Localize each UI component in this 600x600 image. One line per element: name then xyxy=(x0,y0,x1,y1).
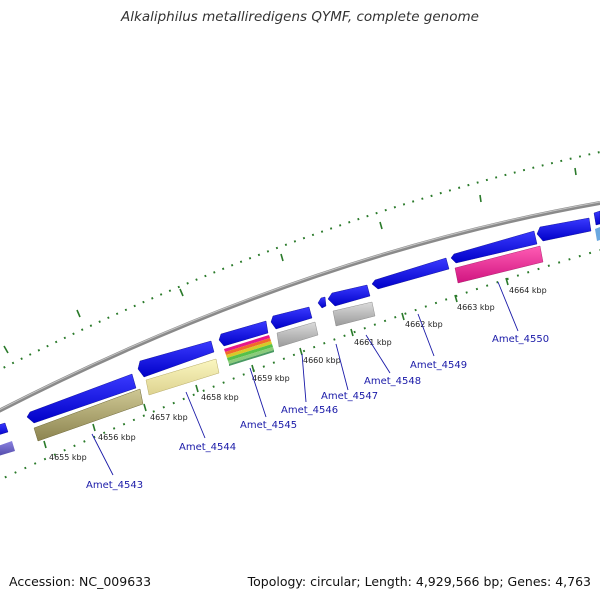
outer-major-ticks xyxy=(3,167,577,354)
cds-arrow[interactable] xyxy=(371,257,450,290)
gene-labels: Amet_4543 Amet_4544 Amet_4545 Amet_4546 … xyxy=(86,334,549,491)
gene-label-amet-4549[interactable]: Amet_4549 xyxy=(410,360,467,371)
cds-arrow[interactable] xyxy=(317,296,327,309)
ruler-label: 4664 kbp xyxy=(509,286,547,295)
cds-arrow[interactable] xyxy=(450,230,538,264)
outer-dotted-track xyxy=(0,151,600,371)
gene-leader-lines xyxy=(91,281,519,476)
feature-yellow[interactable] xyxy=(145,358,220,396)
feature-purple[interactable] xyxy=(0,441,15,457)
ruler-label: 4659 kbp xyxy=(252,374,290,383)
forward-strand-features xyxy=(0,210,600,436)
cds-arrow[interactable] xyxy=(137,340,215,378)
cds-arrow[interactable] xyxy=(218,320,269,347)
ruler-label: 4655 kbp xyxy=(49,453,87,462)
ruler-label: 4657 kbp xyxy=(150,413,188,422)
ruler-label: 4660 kbp xyxy=(303,356,341,365)
backbone-highlight xyxy=(0,201,600,411)
feature-multicolor[interactable] xyxy=(224,335,274,366)
cds-arrow[interactable] xyxy=(26,373,137,424)
ruler-major-ticks xyxy=(43,277,509,449)
accession-text: Accession: NC_009633 xyxy=(9,574,152,589)
map-title: Alkaliphilus metalliredigens QYMF, compl… xyxy=(121,9,479,25)
gene-label-amet-4547[interactable]: Amet_4547 xyxy=(321,391,378,402)
gene-label-amet-4543[interactable]: Amet_4543 xyxy=(86,480,143,491)
ruler-labels: 4655 kbp 4656 kbp 4657 kbp 4658 kbp 4659… xyxy=(49,286,547,462)
ruler-label: 4661 kbp xyxy=(354,338,392,347)
feature-gray[interactable] xyxy=(332,301,376,327)
cds-arrow[interactable] xyxy=(327,284,371,307)
feature-pink[interactable] xyxy=(454,245,544,284)
colored-features xyxy=(0,245,544,457)
cds-arrow[interactable] xyxy=(270,306,313,330)
gene-label-amet-4544[interactable]: Amet_4544 xyxy=(179,442,236,453)
ruler-label: 4658 kbp xyxy=(201,393,239,402)
ruler-label: 4663 kbp xyxy=(457,303,495,312)
ruler-label: 4662 kbp xyxy=(405,320,443,329)
gene-label-amet-4550[interactable]: Amet_4550 xyxy=(492,334,549,345)
cds-arrow[interactable] xyxy=(593,210,600,226)
gene-label-amet-4545[interactable]: Amet_4545 xyxy=(240,420,297,431)
feature-fragment-lightblue xyxy=(595,227,600,241)
cds-arrow[interactable] xyxy=(536,217,592,242)
genome-stats-text: Topology: circular; Length: 4,929,566 bp… xyxy=(247,574,591,589)
gene-label-amet-4548[interactable]: Amet_4548 xyxy=(364,376,421,387)
feature-olive[interactable] xyxy=(33,388,144,442)
gene-label-amet-4546[interactable]: Amet_4546 xyxy=(281,405,338,416)
ruler-label: 4656 kbp xyxy=(98,433,136,442)
feature-gray[interactable] xyxy=(276,321,319,348)
genome-backbone xyxy=(0,201,600,413)
cds-arrow[interactable] xyxy=(0,422,9,436)
